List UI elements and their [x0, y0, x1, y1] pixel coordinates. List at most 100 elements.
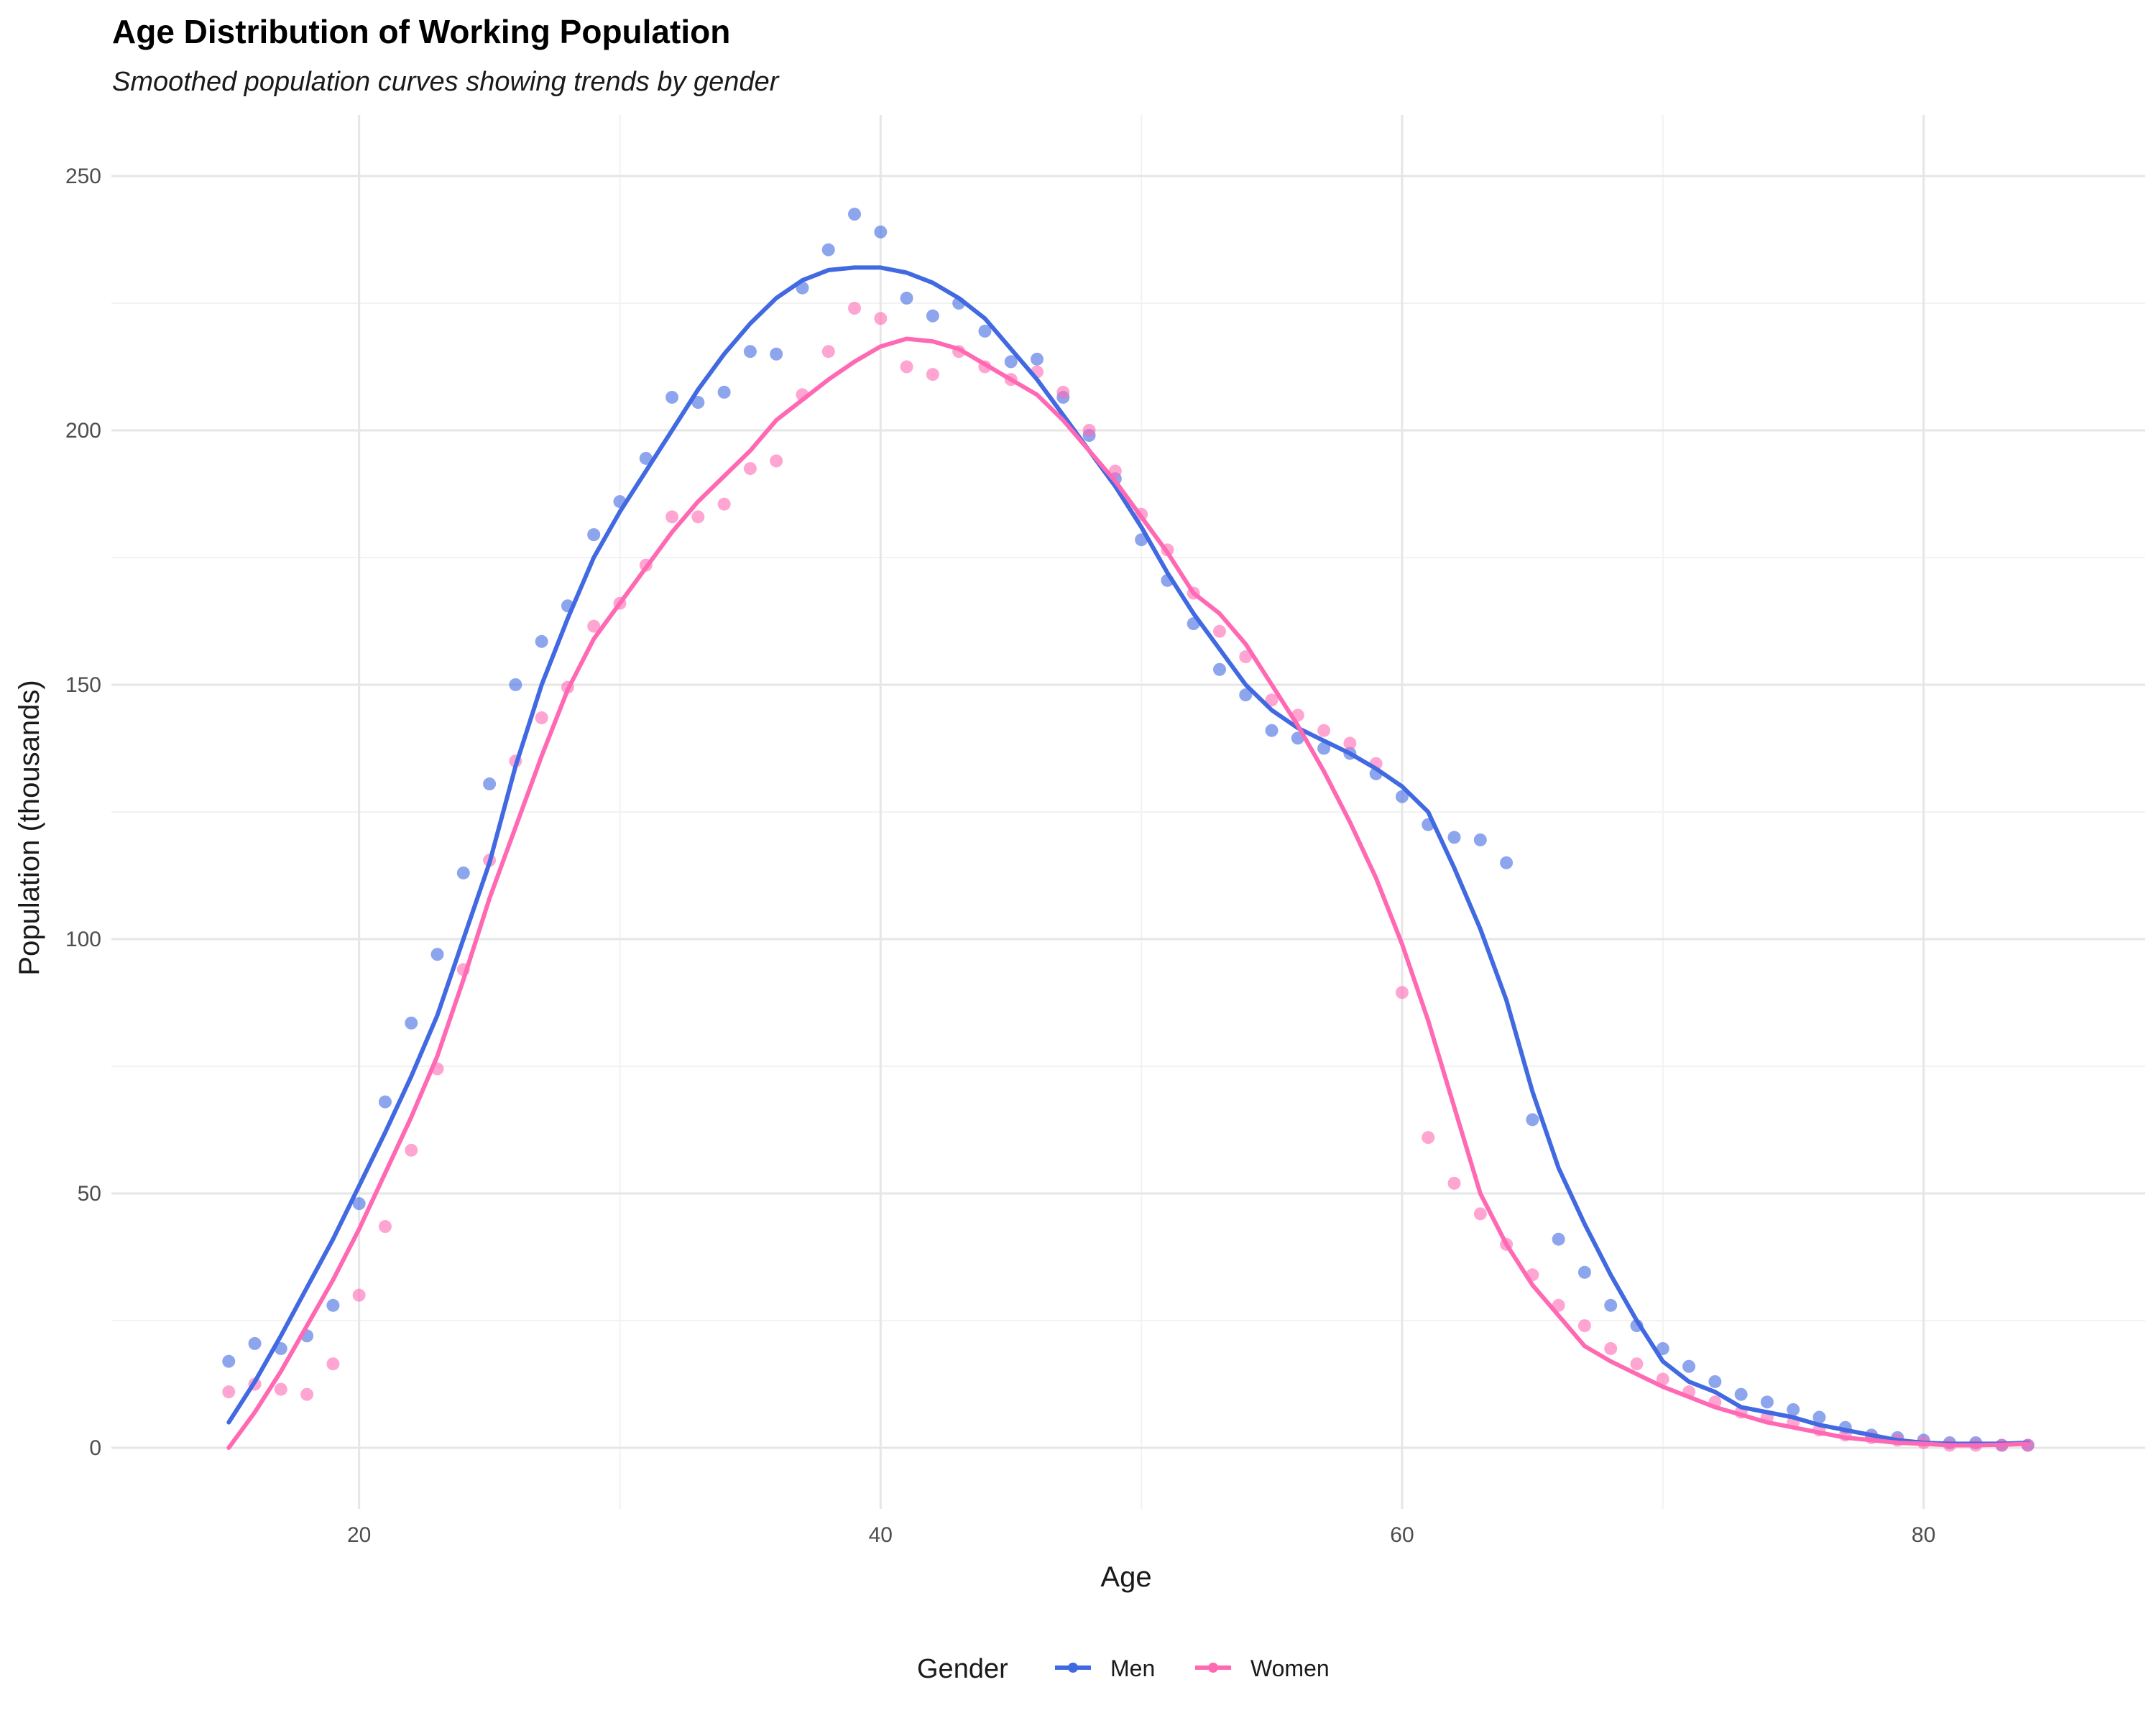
data-point-men [1708, 1374, 1722, 1388]
data-point-men [430, 948, 444, 961]
data-point-men [1760, 1395, 1774, 1409]
data-point-women [1447, 1176, 1461, 1190]
data-point-men [1004, 355, 1018, 369]
data-point-men [926, 309, 939, 323]
data-point-men [1031, 352, 1044, 366]
data-point-men [1265, 724, 1279, 737]
data-point-men [1656, 1341, 1669, 1355]
data-point-men [1734, 1387, 1748, 1401]
data-point-women [1212, 624, 1226, 638]
legend-key-men-dot [1068, 1663, 1078, 1673]
x-tick-label: 40 [869, 1523, 893, 1547]
chart-subtitle: Smoothed population curves showing trend… [112, 67, 780, 97]
y-tick-label: 200 [65, 419, 101, 443]
data-point-women [535, 711, 548, 725]
data-point-women [691, 510, 705, 524]
data-point-men [352, 1197, 366, 1211]
data-point-women [1577, 1319, 1591, 1333]
data-point-men [1500, 856, 1514, 869]
legend-title: Gender [917, 1654, 1008, 1684]
data-point-men [848, 208, 862, 221]
series-women-smooth-line [226, 336, 2030, 1450]
data-point-women [874, 312, 888, 325]
legend-key-women-dot [1208, 1663, 1218, 1673]
data-point-women [587, 619, 601, 633]
legend-label-men: Men [1110, 1655, 1155, 1681]
data-point-women [1265, 693, 1279, 707]
data-point-women [326, 1357, 340, 1371]
series-men-points [222, 208, 2035, 1452]
data-point-men [770, 347, 783, 361]
data-point-women [743, 462, 757, 476]
data-point-men [1473, 833, 1487, 846]
data-point-men [509, 678, 522, 691]
data-point-men [978, 324, 992, 338]
data-point-women [274, 1382, 287, 1396]
series-layer [222, 208, 2035, 1452]
data-point-men [717, 385, 731, 399]
data-point-men [1787, 1403, 1800, 1416]
data-point-women [1317, 724, 1331, 737]
y-tick-label: 0 [89, 1436, 101, 1460]
grid-layer [111, 115, 2145, 1509]
data-point-men [1317, 741, 1331, 755]
data-point-women [1604, 1341, 1618, 1355]
data-point-women [352, 1288, 366, 1302]
data-point-women [1395, 986, 1409, 999]
data-point-women [1343, 736, 1357, 750]
data-point-women [1056, 385, 1070, 399]
y-tick-label: 150 [65, 673, 101, 697]
data-point-women [222, 1385, 236, 1399]
legend-item-men: Men [1055, 1655, 1155, 1681]
data-point-men [326, 1298, 340, 1312]
data-point-men [1682, 1359, 1696, 1373]
data-point-men [535, 634, 548, 648]
data-point-women [1239, 650, 1253, 664]
y-tick-label: 100 [65, 928, 101, 951]
data-point-men [1239, 688, 1253, 702]
legend-label-women: Women [1250, 1655, 1330, 1681]
x-tick-label: 80 [1912, 1523, 1935, 1547]
data-point-men [639, 451, 653, 465]
data-point-men [665, 390, 679, 404]
data-point-women [900, 360, 913, 374]
data-point-women [1473, 1207, 1487, 1221]
data-point-women [770, 454, 783, 468]
data-point-men [248, 1336, 262, 1350]
data-point-men [456, 866, 470, 879]
x-tick-label: 20 [347, 1523, 371, 1547]
data-point-women [1656, 1372, 1669, 1386]
data-point-men [405, 1016, 418, 1030]
legend-item-women: Women [1195, 1655, 1330, 1681]
data-point-women [300, 1387, 314, 1401]
x-axis-label: Age [1100, 1561, 1151, 1593]
legend: Gender Men Women [917, 1654, 1330, 1684]
data-point-women [1422, 1131, 1435, 1145]
data-point-men [1604, 1298, 1618, 1312]
data-point-men [222, 1354, 236, 1368]
data-point-women [378, 1220, 392, 1234]
data-point-men [821, 243, 835, 257]
data-point-women [1630, 1357, 1644, 1371]
y-tick-label: 250 [65, 165, 101, 188]
data-point-men [1212, 662, 1226, 676]
data-point-men [1395, 790, 1409, 803]
data-point-women [848, 302, 862, 315]
chart-title: Age Distribution of Working Population [112, 13, 730, 50]
series-men-smooth-line [226, 265, 2030, 1446]
data-point-men [483, 777, 497, 791]
data-point-men [743, 345, 757, 359]
y-tick-label: 50 [78, 1182, 101, 1206]
data-point-women [821, 345, 835, 359]
data-point-men [1577, 1265, 1591, 1279]
tick-label-layer: 20 40 60 80 0 50 100 150 200 250 [65, 165, 1935, 1547]
data-point-men [1552, 1232, 1565, 1246]
data-point-women [1082, 423, 1096, 437]
data-point-women [405, 1143, 418, 1157]
data-point-men [1447, 831, 1461, 844]
x-tick-label: 60 [1390, 1523, 1414, 1547]
data-point-women [665, 510, 679, 524]
